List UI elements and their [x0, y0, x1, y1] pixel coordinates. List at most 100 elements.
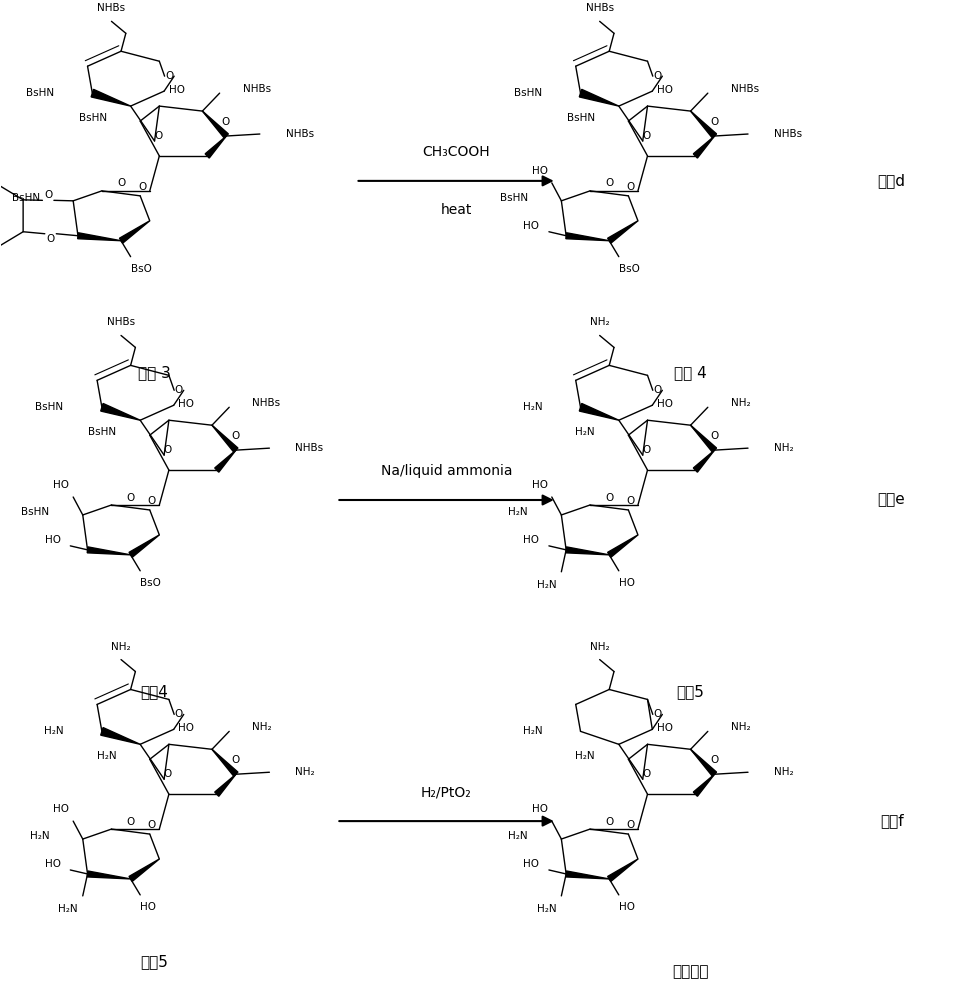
Text: HO: HO	[45, 535, 60, 545]
Text: 产物 4: 产物 4	[674, 365, 707, 380]
Text: O: O	[654, 71, 661, 81]
Text: O: O	[164, 769, 172, 779]
Polygon shape	[91, 89, 131, 106]
Text: 产牉5: 产牉5	[677, 684, 705, 699]
Text: H₂N: H₂N	[522, 402, 542, 412]
Text: O: O	[155, 131, 162, 141]
Text: HO: HO	[523, 535, 540, 545]
Text: NHBs: NHBs	[252, 398, 280, 408]
Text: O: O	[605, 178, 613, 188]
Text: HO: HO	[169, 85, 185, 95]
Text: NHBs: NHBs	[97, 3, 126, 13]
Text: H₂N: H₂N	[508, 831, 528, 841]
Text: 反应f: 反应f	[879, 814, 903, 829]
Text: H₂N: H₂N	[522, 726, 542, 736]
Polygon shape	[565, 871, 610, 879]
Polygon shape	[215, 774, 236, 796]
Text: O: O	[165, 71, 174, 81]
Text: O: O	[626, 182, 635, 192]
Text: NHBs: NHBs	[296, 443, 324, 453]
Text: HO: HO	[523, 859, 540, 869]
Text: H₂N: H₂N	[537, 580, 557, 590]
Text: O: O	[46, 234, 55, 244]
Polygon shape	[87, 871, 131, 879]
Text: NH₂: NH₂	[252, 722, 272, 732]
Text: H₂N: H₂N	[575, 751, 595, 761]
Text: NHBs: NHBs	[107, 317, 135, 327]
Text: H₂N: H₂N	[537, 904, 557, 914]
Text: BsHN: BsHN	[12, 193, 39, 203]
Text: O: O	[642, 445, 651, 455]
Text: BsHN: BsHN	[500, 193, 528, 203]
Polygon shape	[215, 450, 236, 472]
Text: HO: HO	[657, 399, 673, 409]
Polygon shape	[101, 403, 140, 420]
Text: H₂/PtO₂: H₂/PtO₂	[421, 785, 472, 799]
Polygon shape	[693, 136, 714, 158]
Text: O: O	[127, 817, 134, 827]
Text: NH₂: NH₂	[774, 443, 794, 453]
Polygon shape	[565, 547, 610, 555]
Text: O: O	[642, 769, 651, 779]
Text: NHBs: NHBs	[243, 84, 271, 94]
Polygon shape	[565, 233, 610, 241]
Text: HO: HO	[657, 85, 673, 95]
Text: BsO: BsO	[619, 264, 639, 274]
Text: NH₂: NH₂	[731, 398, 751, 408]
Text: O: O	[654, 709, 661, 719]
Text: H₂N: H₂N	[30, 831, 49, 841]
Text: NHBs: NHBs	[774, 129, 802, 139]
Polygon shape	[579, 89, 619, 106]
Text: NH₂: NH₂	[589, 642, 610, 652]
Text: BsHN: BsHN	[515, 88, 542, 98]
Text: O: O	[148, 820, 156, 830]
Text: O: O	[44, 190, 52, 200]
Polygon shape	[608, 535, 638, 557]
Text: O: O	[175, 385, 183, 395]
Text: HO: HO	[532, 480, 548, 490]
Text: BsHN: BsHN	[26, 88, 54, 98]
Text: O: O	[231, 755, 240, 765]
Text: HO: HO	[54, 480, 69, 490]
Text: BsHN: BsHN	[21, 507, 49, 517]
Polygon shape	[129, 859, 159, 881]
Polygon shape	[78, 233, 121, 241]
Text: O: O	[175, 709, 183, 719]
Text: O: O	[709, 117, 718, 127]
Text: O: O	[654, 385, 661, 395]
Text: NHBs: NHBs	[731, 84, 759, 94]
Text: HO: HO	[179, 723, 195, 733]
Text: CH₃COOH: CH₃COOH	[422, 145, 490, 159]
Text: BsO: BsO	[131, 264, 152, 274]
Polygon shape	[101, 728, 140, 744]
Polygon shape	[690, 111, 716, 138]
Text: NH₂: NH₂	[296, 767, 315, 777]
Text: O: O	[117, 178, 125, 188]
Text: HO: HO	[179, 399, 195, 409]
Polygon shape	[119, 221, 150, 243]
Polygon shape	[205, 136, 227, 158]
Polygon shape	[129, 535, 159, 557]
Text: NHBs: NHBs	[286, 129, 314, 139]
Text: 地贝卡星: 地贝卡星	[672, 964, 708, 979]
Text: O: O	[164, 445, 172, 455]
Text: O: O	[709, 431, 718, 441]
Polygon shape	[690, 749, 716, 776]
Text: 产物 3: 产物 3	[138, 365, 171, 380]
Polygon shape	[579, 403, 619, 420]
Polygon shape	[693, 774, 714, 796]
Text: BsHN: BsHN	[88, 427, 116, 437]
Text: H₂N: H₂N	[59, 904, 78, 914]
Polygon shape	[690, 425, 716, 452]
Text: HO: HO	[619, 578, 635, 588]
Text: O: O	[626, 820, 635, 830]
Text: O: O	[138, 182, 146, 192]
Text: O: O	[605, 817, 613, 827]
Text: NH₂: NH₂	[774, 767, 794, 777]
Text: HO: HO	[54, 804, 69, 814]
Text: NH₂: NH₂	[731, 722, 751, 732]
Text: O: O	[222, 117, 230, 127]
Text: O: O	[642, 131, 651, 141]
Text: 产牉4: 产牉4	[140, 684, 169, 699]
Text: BsHN: BsHN	[79, 113, 107, 123]
